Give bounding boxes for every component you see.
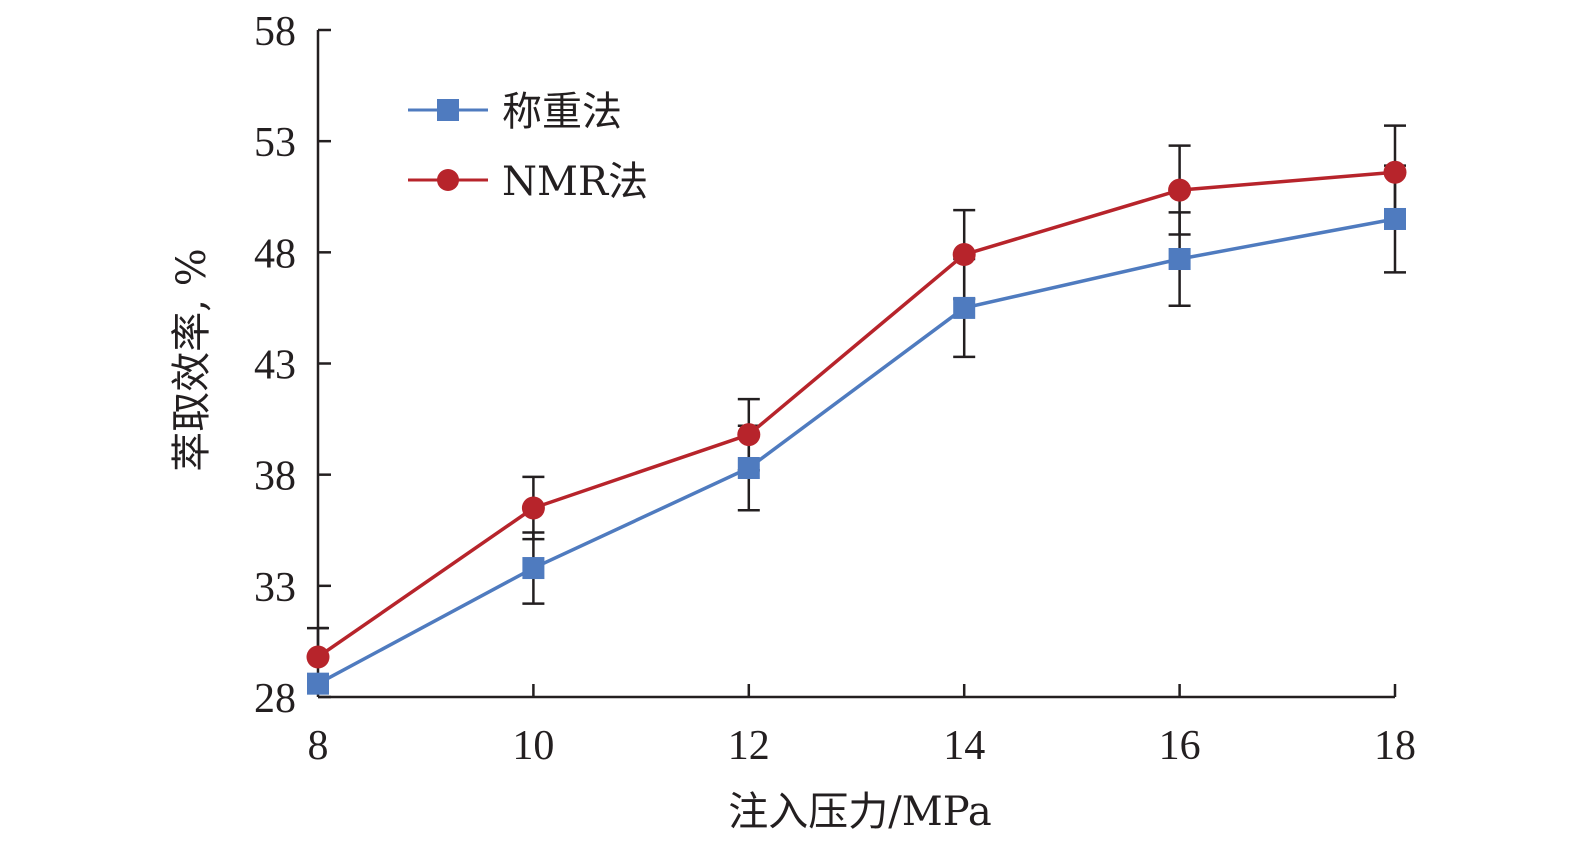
y-tick-label: 28 [254, 676, 296, 722]
legend-label-nmr: NMR法 [502, 159, 648, 205]
series-line [317, 217, 1396, 686]
series-nmr [306, 160, 1407, 669]
data-point-circle [306, 645, 330, 669]
data-point-circle [1168, 178, 1192, 202]
x-axis-title: 注入压力/MPa [728, 789, 991, 835]
data-point-square [522, 557, 545, 580]
y-ticks: 28 33 38 43 48 53 58 [254, 9, 331, 722]
y-tick-label: 33 [254, 565, 296, 611]
y-tick-label: 38 [254, 454, 296, 500]
legend-item-weighing: 称重法 [408, 89, 622, 135]
data-point-circle [737, 423, 761, 447]
y-tick-label: 53 [254, 120, 296, 166]
legend-marker-circle [437, 169, 459, 191]
legend: 称重法 NMR法 [408, 89, 648, 205]
y-axis-title: 萃取效率, % [169, 248, 215, 471]
data-point-circle [1383, 160, 1407, 184]
data-point-square [307, 672, 329, 695]
x-tick-label: 18 [1374, 723, 1416, 769]
legend-marker-square [437, 99, 459, 121]
x-tick-label: 10 [512, 723, 554, 769]
error-bars [307, 124, 1406, 657]
x-tick-label: 14 [943, 723, 985, 769]
series [306, 160, 1407, 695]
series-line [317, 170, 1396, 659]
y-tick-label: 43 [254, 343, 296, 389]
x-tick-label: 8 [308, 723, 329, 769]
legend-item-nmr: NMR法 [408, 159, 648, 205]
legend-label-weighing: 称重法 [502, 89, 622, 135]
series-weighing [307, 207, 1406, 695]
data-point-square [1168, 248, 1191, 271]
y-tick-label: 48 [254, 231, 296, 277]
data-point-square [1384, 207, 1406, 230]
data-point-circle [952, 243, 976, 267]
data-point-square [737, 456, 760, 479]
y-tick-label: 58 [254, 9, 296, 55]
data-point-square [953, 296, 976, 319]
x-ticks: 8 10 12 14 16 18 [308, 684, 1416, 769]
x-tick-label: 16 [1159, 723, 1201, 769]
data-point-circle [521, 496, 545, 520]
x-tick-label: 12 [728, 723, 770, 769]
